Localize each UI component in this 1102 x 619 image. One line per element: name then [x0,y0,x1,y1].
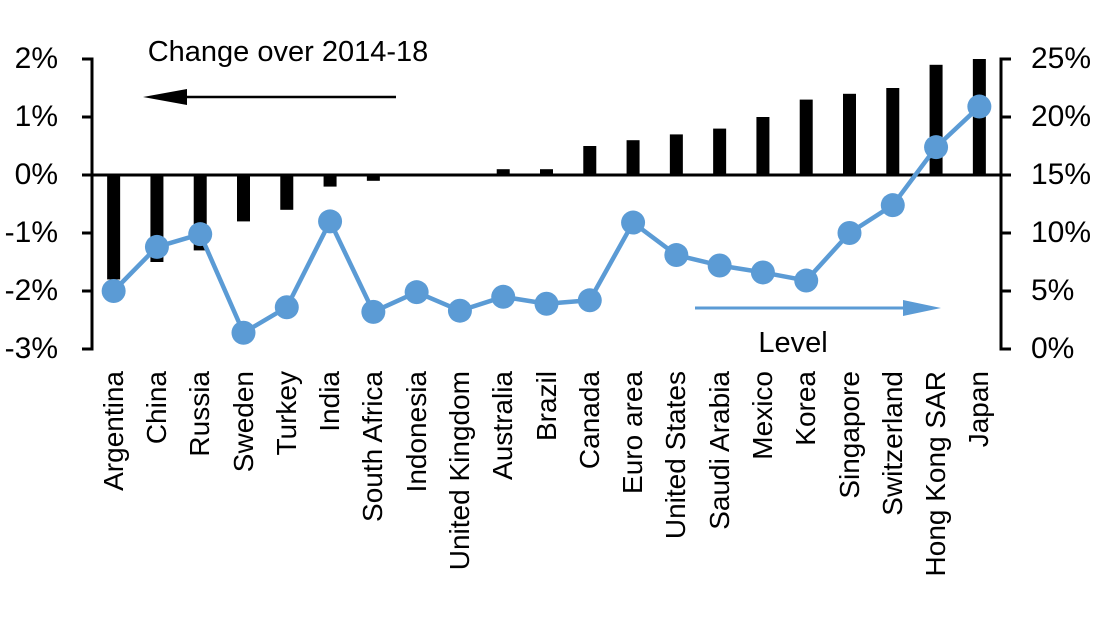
x-axis-category-label: India [314,371,346,432]
bar-sweden [237,175,250,222]
point-switzerland [880,193,905,218]
bar-switzerland [886,88,900,175]
x-axis-category-label: China [140,371,172,445]
x-axis-category-label: Switzerland [876,371,908,516]
right-axis-tick-label: 20% [1031,100,1092,133]
arrow-left-icon [143,89,187,105]
left-axis-tick-label: 0% [14,158,58,191]
x-axis-category-label: Turkey [270,371,302,456]
point-indonesia [404,280,429,305]
x-axis-category-label: Indonesia [400,371,432,493]
x-axis-category-label: Mexico [746,371,778,460]
point-russia [188,222,213,247]
x-axis-category-label: Argentina [97,371,129,491]
right-axis-tick-label: 10% [1031,216,1092,249]
x-axis-category-label: Russia [184,371,216,457]
x-axis-category-label: Hong Kong SAR [920,371,952,577]
bar-brazil [540,169,553,175]
x-axis-category-label: Euro area [617,371,649,494]
point-euro-area [621,210,646,235]
bar-india [323,175,337,187]
right-axis-tick-label: 0% [1031,332,1075,365]
bar-united-states [669,134,683,175]
bar-mexico [756,117,770,175]
point-japan [967,94,992,119]
point-brazil [534,291,559,316]
point-canada [577,288,602,313]
x-axis-category-label: Canada [573,371,605,470]
point-korea [794,268,819,293]
x-axis-category-label: Saudi Arabia [703,371,735,530]
left-axis-tick-label: 1% [14,100,58,133]
right-axis-tick-label: 25% [1031,42,1092,75]
x-axis-category-label: Singapore [833,371,865,499]
bar-singapore [843,93,856,175]
left-axis-tick-label: -1% [4,216,58,249]
x-axis-category-label: Australia [487,371,519,480]
bar-saudi-arabia [713,128,727,175]
left-axis-tick-label: -3% [4,332,58,365]
bar-turkey [280,175,294,210]
point-hong-kong-sar [924,135,949,160]
x-axis-category-label: United Kingdom [443,371,475,571]
x-axis-category-label: United States [660,371,692,540]
point-united-kingdom [447,298,472,323]
bar-series-title: Change over 2014-18 [147,36,429,68]
bar-canada [583,146,597,175]
point-australia [491,284,516,309]
bar-australia [496,169,510,175]
point-india [318,209,343,234]
x-axis-category-label: South Africa [357,371,389,522]
arrow-right-icon [903,300,941,316]
x-axis-category-label: Sweden [227,371,259,473]
point-singapore [837,221,862,245]
right-axis-tick-label: 15% [1031,158,1092,191]
right-axis-tick-label: 5% [1031,274,1075,307]
point-turkey [274,295,299,320]
point-saudi-arabia [707,253,732,278]
left-axis-tick-label: 2% [14,42,58,75]
point-united-states [664,243,689,268]
x-axis-category-label: Korea [790,371,822,446]
point-south-africa [361,299,386,324]
point-mexico [750,260,775,285]
bar-euro-area [626,140,640,175]
bar-south-africa [366,175,380,181]
point-china [144,234,169,259]
bar-korea [799,99,813,175]
x-axis-category-label: Brazil [530,371,562,442]
x-axis-category-label: Japan [963,371,995,448]
left-axis-tick-label: -2% [4,274,58,307]
line-series-title: Level [758,327,828,359]
point-argentina [101,279,126,303]
bar-argentina [107,175,121,280]
point-sweden [231,320,256,345]
